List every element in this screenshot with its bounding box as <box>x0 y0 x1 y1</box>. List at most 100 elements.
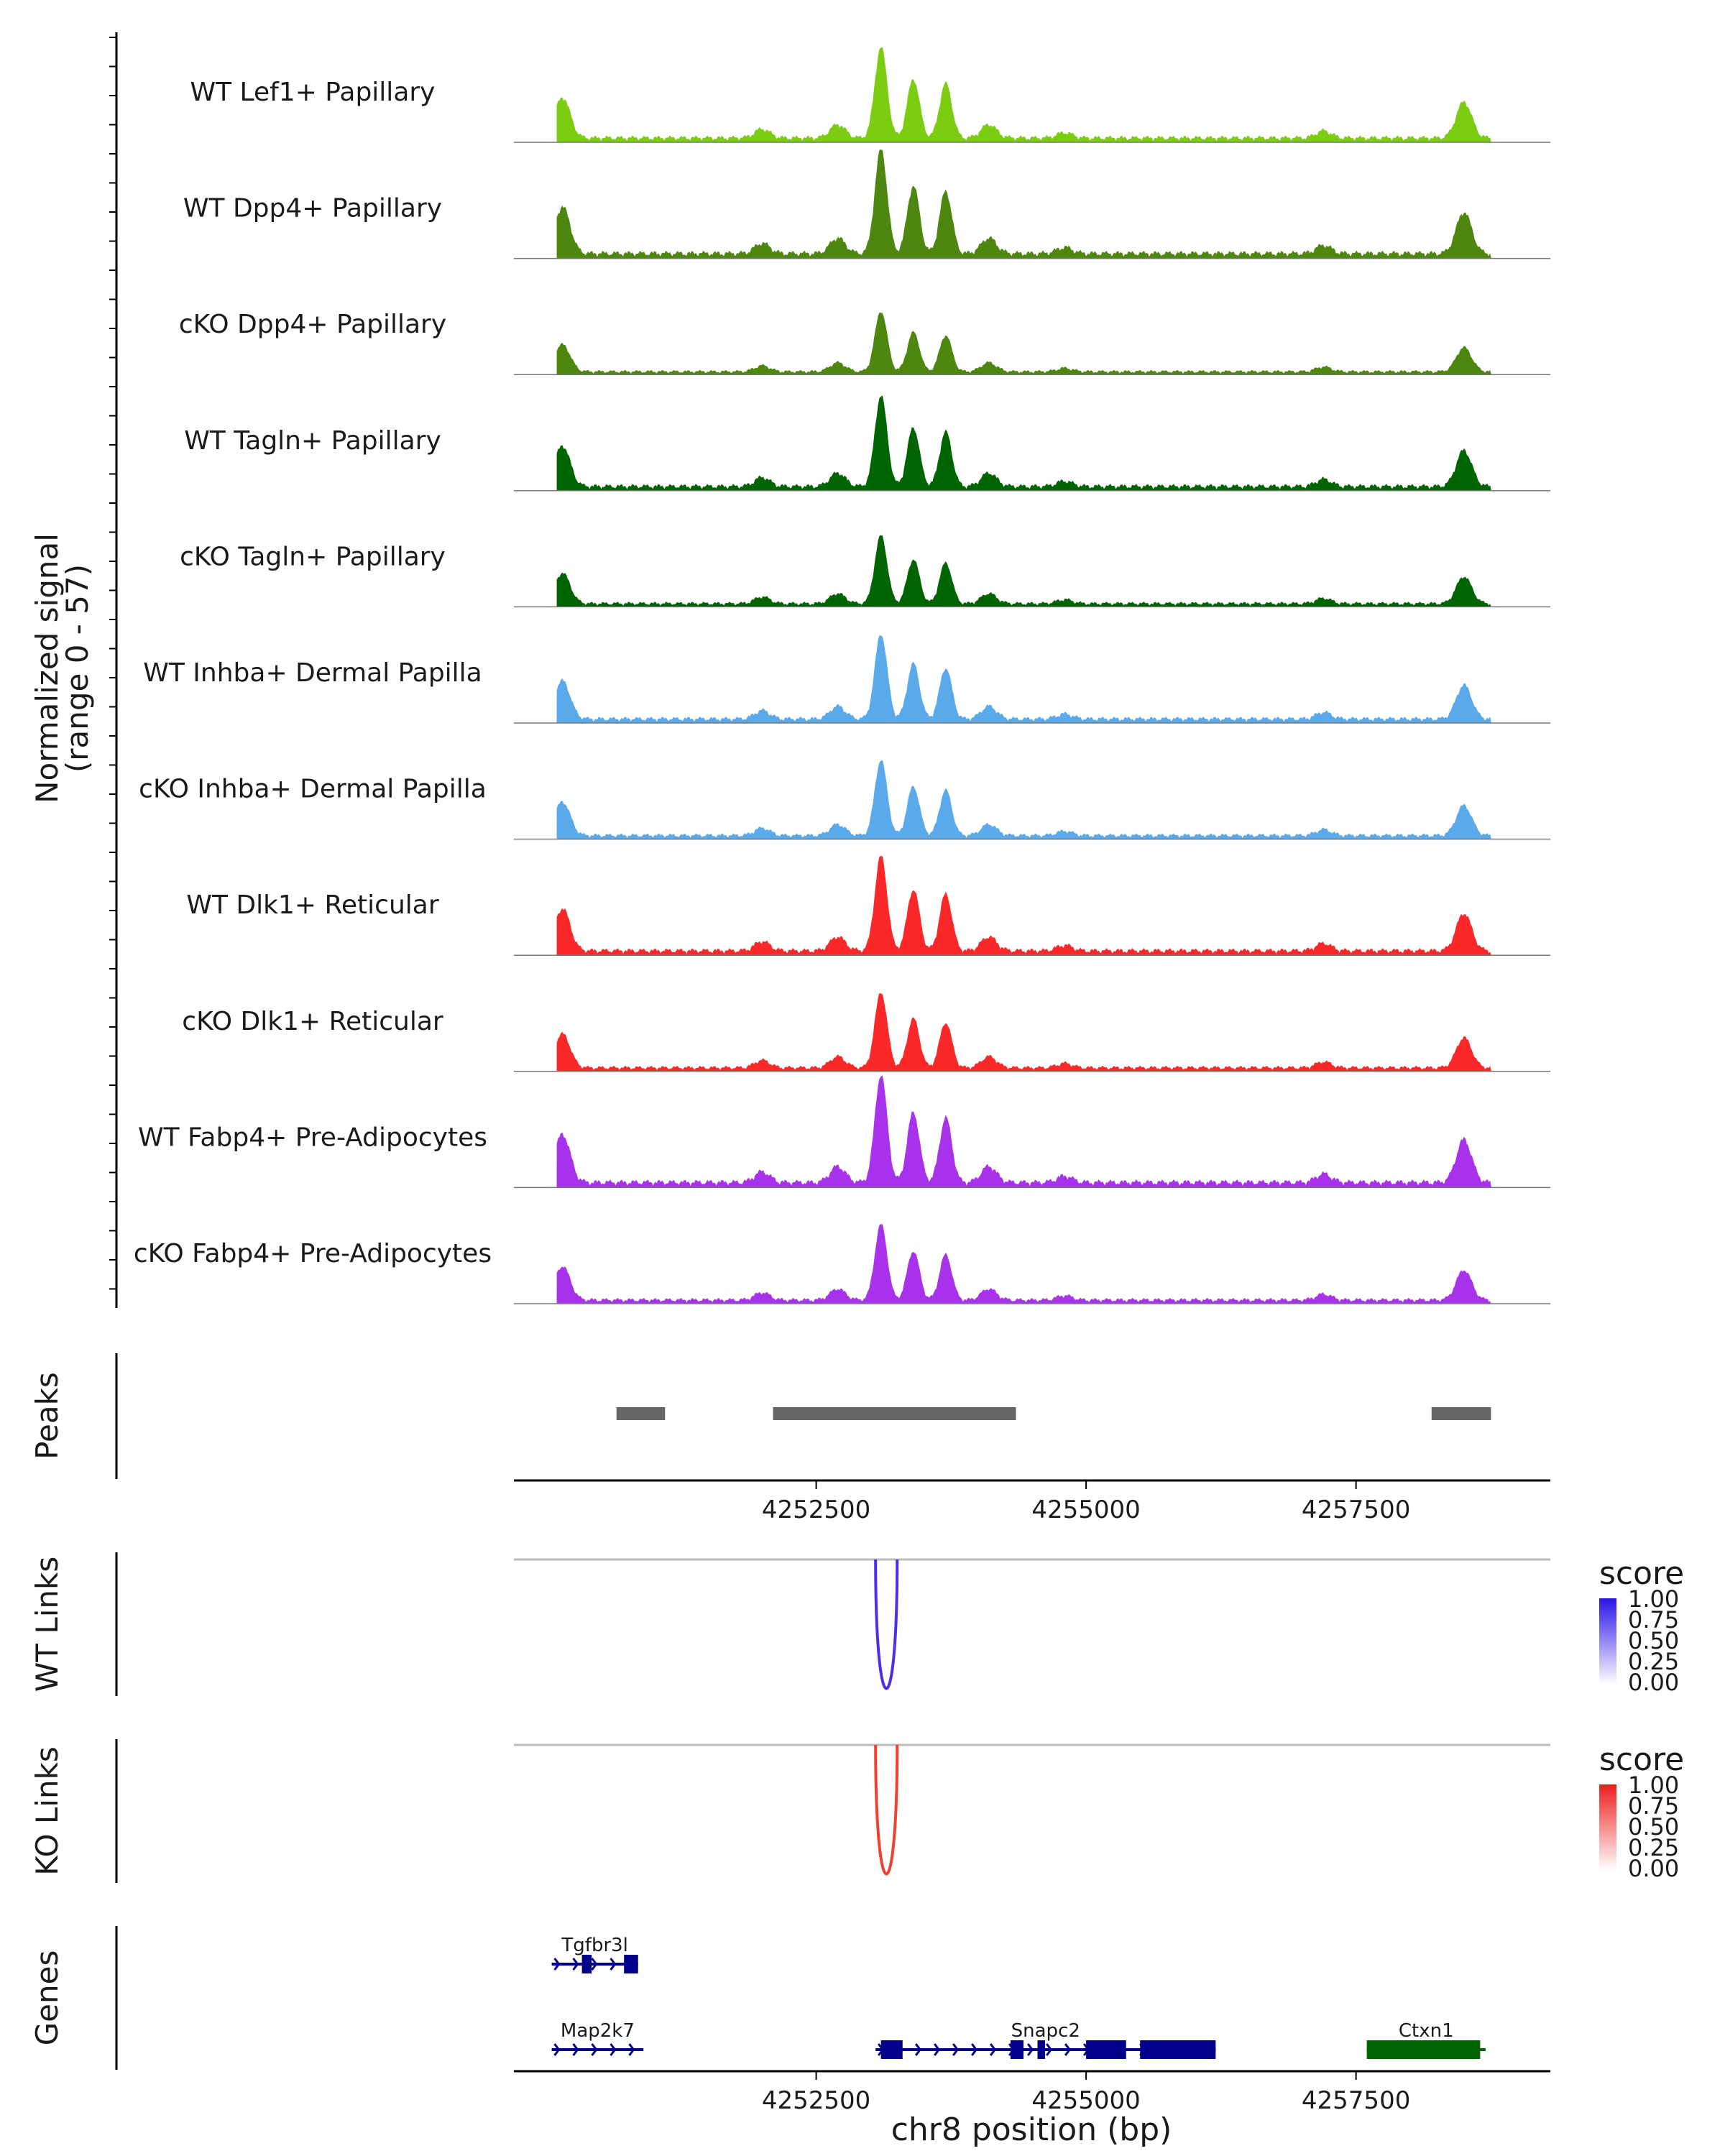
strand-arrow <box>915 2043 922 2056</box>
peak-region <box>773 1407 1016 1420</box>
coverage-y-label-line1: Normalized signal <box>29 533 65 803</box>
coverage-area <box>556 635 1492 724</box>
coverage-track: WT Tagln+ Papillary <box>184 395 1550 492</box>
gene-exon <box>1010 2040 1024 2059</box>
gene-exon <box>1366 2040 1481 2059</box>
wt-link-arc <box>874 1559 899 1690</box>
strand-arrow <box>628 2043 635 2056</box>
coverage-area <box>556 1075 1491 1189</box>
gene-name: Tgfbr3l <box>561 1935 628 1956</box>
x-axis-title: chr8 position (bp) <box>891 2111 1172 2148</box>
legend-value: 0.50 <box>1628 1627 1679 1654</box>
legend-value: 0.75 <box>1628 1792 1679 1820</box>
x-axis-tick-label: 4257500 <box>1302 1496 1410 1524</box>
track-label: cKO Dlk1+ Reticular <box>182 1007 443 1036</box>
gene-name: Snapc2 <box>1011 2020 1080 2042</box>
x-axis-tick-label: 4252500 <box>762 2086 870 2115</box>
track-label: cKO Tagln+ Papillary <box>180 542 446 571</box>
strand-arrow <box>610 2043 617 2056</box>
strand-arrow <box>553 1958 561 1971</box>
strand-arrow <box>591 2043 598 2056</box>
track-label: cKO Fabp4+ Pre-Adipocytes <box>134 1239 492 1268</box>
peak-region <box>616 1407 666 1420</box>
coverage-track: cKO Fabp4+ Pre-Adipocytes <box>134 1224 1550 1304</box>
gene-name: Map2k7 <box>561 2020 635 2042</box>
coverage-area <box>556 535 1492 608</box>
track-label: WT Tagln+ Papillary <box>184 426 441 456</box>
track-label: WT Dlk1+ Reticular <box>186 890 438 920</box>
coverage-track: cKO Dpp4+ Papillary <box>179 310 1550 375</box>
gene-exon <box>1037 2040 1046 2059</box>
coverage-tracks: WT Lef1+ Papillary WT Dpp4+ Papillary cKO … <box>134 47 1550 1304</box>
gene-name: Ctxn1 <box>1399 2020 1454 2042</box>
coverage-track: cKO Tagln+ Papillary <box>180 535 1550 608</box>
peak-region <box>1431 1407 1491 1420</box>
gene-exon <box>624 1955 638 1973</box>
track-label: cKO Dpp4+ Papillary <box>179 310 446 339</box>
coverage-track: WT Dpp4+ Papillary <box>183 149 1550 259</box>
gene-exon <box>1086 2040 1126 2059</box>
gene-annotation-track: Tgfbr3l Map2k7 Snapc2 Ctxn1 <box>551 1935 1486 2059</box>
strand-arrow <box>610 1958 617 1971</box>
legend-value: 0.25 <box>1628 1834 1679 1861</box>
coverage-y-label-line2: (range 0 - 57) <box>60 564 95 773</box>
legend-value: 0.00 <box>1628 1669 1679 1696</box>
coverage-area <box>556 149 1492 259</box>
gene-model: Map2k7 <box>551 2020 644 2056</box>
ko-link-arc <box>874 1744 899 1876</box>
x-axis-tick-label: 4252500 <box>762 1496 870 1524</box>
gene-model: Ctxn1 <box>1366 2020 1486 2059</box>
ko-links-score-legend: score 1.000.750.500.250.00 <box>1599 1741 1684 1882</box>
coverage-track: WT Fabp4+ Pre-Adipocytes <box>138 1075 1550 1189</box>
x-axis-bottom-ticks: 4252500 4255000 4257500 <box>762 2071 1410 2115</box>
strand-arrow <box>971 2043 978 2056</box>
wt-legend-title: score <box>1599 1555 1684 1592</box>
strand-arrow <box>591 1958 598 1971</box>
strand-arrow <box>553 2043 561 2056</box>
coverage-area <box>556 760 1492 840</box>
x-axis-tick-label: 4257500 <box>1302 2086 1410 2115</box>
track-label: cKO Inhba+ Dermal Papilla <box>139 775 487 804</box>
coverage-track: WT Inhba+ Dermal Papilla <box>143 635 1550 724</box>
x-axis-tick-label: 4255000 <box>1031 2086 1140 2115</box>
gene-model: Tgfbr3l <box>551 1935 638 1973</box>
strand-arrow <box>572 1958 579 1971</box>
strand-arrow <box>934 2043 941 2056</box>
strand-arrow <box>572 2043 579 2056</box>
coverage-track: WT Dlk1+ Reticular <box>186 855 1550 957</box>
coverage-area <box>556 312 1492 375</box>
track-label: WT Inhba+ Dermal Papilla <box>143 658 482 688</box>
wt-links-score-legend: score 1.000.750.500.250.00 <box>1599 1555 1684 1696</box>
coverage-area <box>556 855 1492 957</box>
coverage-area <box>556 992 1492 1072</box>
coverage-area <box>556 395 1492 492</box>
legend-value: 0.25 <box>1628 1648 1679 1675</box>
peaks-label: Peaks <box>29 1372 65 1460</box>
strand-arrow <box>1046 2043 1053 2056</box>
wt-links-label: WT Links <box>29 1557 65 1692</box>
coverage-track: cKO Inhba+ Dermal Papilla <box>139 760 1550 840</box>
strand-arrow <box>952 2043 960 2056</box>
gene-model: Snapc2 <box>875 2020 1216 2059</box>
track-label: WT Fabp4+ Pre-Adipocytes <box>138 1123 487 1152</box>
coverage-track: cKO Dlk1+ Reticular <box>182 992 1550 1072</box>
legend-colorbar <box>1599 1784 1616 1871</box>
track-label: WT Dpp4+ Papillary <box>183 194 442 224</box>
x-axis-top-ticks: 4252500 4255000 4257500 <box>762 1480 1410 1524</box>
legend-colorbar <box>1599 1598 1616 1685</box>
coverage-area <box>556 47 1492 143</box>
gene-exon <box>1140 2040 1216 2059</box>
legend-value: 1.00 <box>1628 1585 1679 1613</box>
ko-links-label: KO Links <box>29 1746 65 1876</box>
coverage-track: WT Lef1+ Papillary <box>190 47 1550 143</box>
genes-label: Genes <box>29 1950 65 2046</box>
legend-value: 0.75 <box>1628 1606 1679 1634</box>
strand-arrow <box>1027 2043 1034 2056</box>
track-label: WT Lef1+ Papillary <box>190 78 436 107</box>
legend-value: 0.50 <box>1628 1813 1679 1841</box>
gene-exon <box>581 1955 592 1973</box>
peaks-track <box>616 1407 1491 1420</box>
coverage-y-ticks <box>109 37 116 1290</box>
legend-value: 0.00 <box>1628 1855 1679 1882</box>
